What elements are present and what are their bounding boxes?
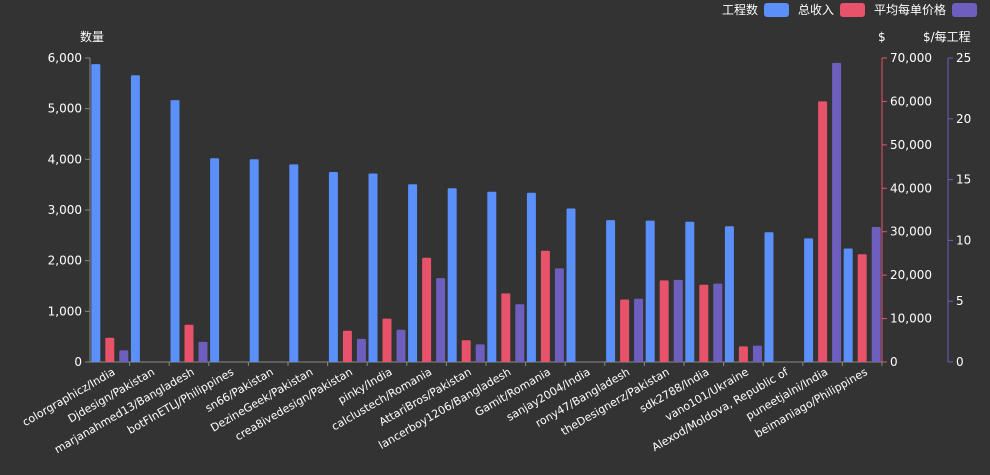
left-axis-tick-label: 6,000 xyxy=(48,51,82,65)
legend-swatch[interactable] xyxy=(952,3,977,17)
right2-axis-title: $/每工程 xyxy=(923,29,971,44)
bar-projects xyxy=(843,248,853,362)
legend-label: 总收入 xyxy=(798,3,834,17)
bar-projects xyxy=(645,220,655,362)
bar-avg-price xyxy=(832,62,842,363)
bar-projects xyxy=(408,184,418,362)
bar-revenue xyxy=(461,340,471,362)
bar-projects xyxy=(804,238,814,362)
right-axis-title: $ xyxy=(878,30,886,44)
bar-revenue xyxy=(105,337,115,362)
legend-label: 工程数 xyxy=(722,2,758,17)
right-axis-tick-label: 20,000 xyxy=(890,268,932,282)
left-axis-tick-label: 3,000 xyxy=(48,203,82,217)
right-axis-tick-label: 10,000 xyxy=(890,312,932,326)
bar-revenue xyxy=(818,101,828,363)
bar-projects xyxy=(566,208,576,362)
bar-avg-price xyxy=(475,344,485,362)
right-axis-tick-label: 30,000 xyxy=(890,225,932,239)
bar-revenue xyxy=(738,346,748,362)
bar-projects xyxy=(130,75,140,362)
bar-projects xyxy=(91,64,101,362)
bar-projects xyxy=(724,226,734,362)
bar-projects xyxy=(170,100,180,362)
bar-projects xyxy=(447,188,457,362)
legend-swatch[interactable] xyxy=(764,3,789,17)
bar-avg-price xyxy=(752,345,762,362)
bar-avg-price xyxy=(673,279,683,362)
bar-projects xyxy=(368,173,378,362)
bar-revenue xyxy=(382,318,392,362)
bar-projects xyxy=(249,159,259,362)
bar-avg-price xyxy=(554,268,564,362)
bar-revenue xyxy=(620,299,630,362)
bar-projects xyxy=(526,192,536,362)
legend-swatch[interactable] xyxy=(840,3,865,17)
right2-axis-tick-label: 5 xyxy=(956,294,964,308)
bar-revenue xyxy=(422,257,432,362)
left-axis-tick-label: 0 xyxy=(74,355,82,369)
left-axis-tick-label: 1,000 xyxy=(48,304,82,318)
bar-revenue xyxy=(501,293,511,362)
bar-projects xyxy=(487,191,497,362)
bar-projects xyxy=(328,172,338,362)
right-axis-tick-label: 70,000 xyxy=(890,51,932,65)
right-axis-tick-label: 50,000 xyxy=(890,138,932,152)
bar-revenue xyxy=(342,330,352,362)
bar-avg-price xyxy=(871,227,881,362)
right2-axis-tick-label: 15 xyxy=(956,173,971,187)
bar-projects xyxy=(685,221,695,362)
bar-projects xyxy=(289,164,299,362)
bar-revenue xyxy=(659,280,669,362)
left-axis-tick-label: 4,000 xyxy=(48,152,82,166)
right-axis-tick-label: 0 xyxy=(890,355,898,369)
left-axis-tick-label: 2,000 xyxy=(48,254,82,268)
bar-avg-price xyxy=(198,341,208,362)
bar-avg-price xyxy=(634,298,644,362)
bar-projects xyxy=(764,232,774,362)
left-axis-title: 数量 xyxy=(80,29,104,44)
bar-avg-price xyxy=(356,338,366,362)
bar-avg-price xyxy=(396,329,406,362)
bar-avg-price xyxy=(119,350,129,362)
bar-revenue xyxy=(540,250,550,362)
right-axis-tick-label: 60,000 xyxy=(890,94,932,108)
bar-projects xyxy=(606,220,616,362)
right2-axis-tick-label: 25 xyxy=(956,51,971,65)
bar-revenue xyxy=(699,284,709,362)
bar-revenue xyxy=(857,254,867,362)
right-axis-tick-label: 40,000 xyxy=(890,181,932,195)
right2-axis-tick-label: 10 xyxy=(956,233,971,247)
bar-avg-price xyxy=(515,304,525,362)
bar-avg-price xyxy=(713,283,723,362)
right2-axis-tick-label: 0 xyxy=(956,355,964,369)
bar-projects xyxy=(210,158,220,362)
legend-label: 平均每单价格 xyxy=(874,2,946,17)
bar-revenue xyxy=(184,324,194,362)
bar-avg-price xyxy=(436,278,446,362)
right2-axis-tick-label: 20 xyxy=(956,112,971,126)
left-axis-tick-label: 5,000 xyxy=(48,102,82,116)
